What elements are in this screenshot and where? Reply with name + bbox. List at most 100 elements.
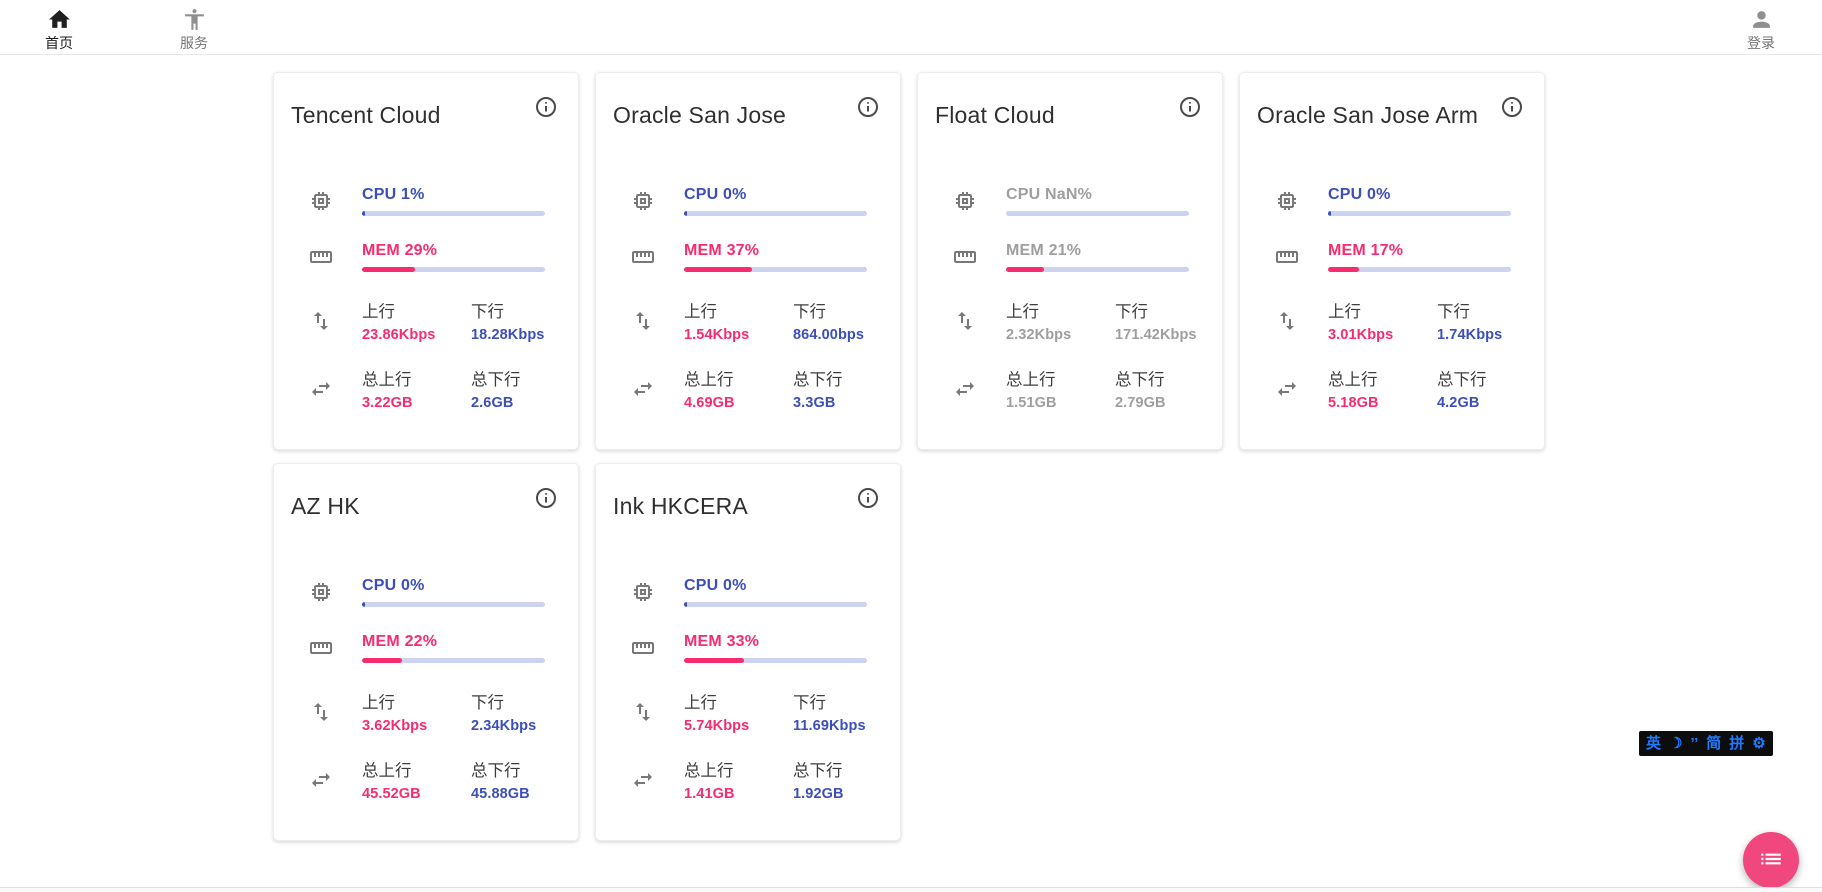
mem-progress-bar [362,267,545,272]
info-icon[interactable] [856,95,880,119]
download-speed: 下行 2.34Kbps [471,689,536,734]
cpu-row: CPU 0% [309,577,545,607]
total-upload-value: 1.51GB [1006,395,1057,411]
server-name: AZ HK [291,493,360,519]
ime-pinyin-icon[interactable]: 拼 [1729,735,1745,752]
info-icon[interactable] [1178,95,1202,119]
person-icon [1749,7,1774,32]
download-label: 下行 [793,694,826,712]
cpu-meter: CPU 0% [1328,186,1511,216]
nav-item-login[interactable]: 登录 [1730,7,1792,53]
download-label: 下行 [1115,303,1148,321]
upload-label: 上行 [1006,303,1039,321]
ime-settings-gear-icon[interactable]: ⚙ [1752,735,1766,752]
download-value: 864.00bps [793,327,865,343]
cpu-usage-text: CPU 0% [684,186,747,203]
ime-language-icon[interactable]: 英 [1646,735,1662,752]
server-card: Oracle San Jose Arm CPU 0% [1239,72,1545,450]
cpu-usage-text: CPU NaN% [1006,186,1093,203]
mem-row: MEM 22% [309,633,545,663]
download-speed: 下行 18.28Kbps [471,298,544,343]
total-download-value: 2.79GB [1115,395,1166,411]
mem-progress-fill [684,658,745,663]
download-speed: 下行 864.00bps [793,298,864,343]
footer-divider [0,887,1822,892]
mem-progress-bar [684,658,867,663]
download-label: 下行 [471,694,504,712]
total-cols: 总上行 4.69GB 总下行 3.3GB [684,366,867,411]
mem-row: MEM 21% [953,242,1189,272]
total-upload-label: 总上行 [362,762,412,780]
upload-label: 上行 [684,694,717,712]
upload-speed: 上行 3.62Kbps [362,689,471,734]
cpu-row: CPU 0% [631,186,867,216]
download-value: 2.34Kbps [471,718,537,734]
ime-punctuation-icon[interactable]: ’’ [1690,735,1699,752]
total-download: 总下行 3.3GB [793,366,843,411]
speed-row: 上行 1.54Kbps 下行 864.00bps [631,298,867,343]
info-icon[interactable] [856,486,880,510]
ime-moon-icon[interactable]: ☽ [1669,735,1683,752]
total-download-label: 总下行 [793,762,843,780]
info-icon[interactable] [534,95,558,119]
download-label: 下行 [793,303,826,321]
cpu-chip-icon [309,189,333,213]
mem-progress-fill [1328,267,1360,272]
mem-row: MEM 29% [309,242,545,272]
cpu-progress-bar [362,211,545,216]
total-traffic-row: 总上行 1.41GB 总下行 1.92GB [631,757,867,802]
swap-horizontal-icon [309,768,333,792]
updown-arrows-icon [631,700,655,724]
nav-item-home[interactable]: 首页 [28,7,90,53]
updown-arrows-icon [309,309,333,333]
ime-status-bar: 英 ☽ ’’ 简 拼 ⚙ [1639,731,1773,756]
total-download: 总下行 2.79GB [1115,366,1166,411]
updown-arrows-icon [953,309,977,333]
server-card-grid: Tencent Cloud CPU 1% [273,72,1565,841]
speed-row: 上行 5.74Kbps 下行 11.69Kbps [631,689,867,734]
total-upload: 总上行 45.52GB [362,757,471,802]
download-label: 下行 [1437,303,1470,321]
cpu-progress-fill [1328,211,1331,216]
cpu-row: CPU 1% [309,186,545,216]
info-icon[interactable] [534,486,558,510]
ime-simplified-icon[interactable]: 简 [1706,735,1722,752]
mem-meter: MEM 37% [684,242,867,272]
total-download-value: 45.88GB [471,786,530,802]
upload-label: 上行 [362,694,395,712]
mem-progress-fill [362,267,416,272]
mem-row: MEM 17% [1275,242,1511,272]
server-stats: CPU 0% MEM 22% [274,577,578,802]
mem-usage-text: MEM 17% [1328,242,1404,259]
cpu-progress-fill [362,211,365,216]
nav-item-services[interactable]: 服务 [163,7,225,53]
cpu-progress-fill [684,211,687,216]
cpu-progress-bar [684,211,867,216]
server-name: Oracle San Jose Arm [1257,102,1479,128]
upload-value: 1.54Kbps [684,327,750,343]
speed-cols: 上行 3.62Kbps 下行 2.34Kbps [362,689,545,734]
total-upload: 总上行 1.41GB [684,757,793,802]
mem-progress-fill [1006,267,1045,272]
total-download: 总下行 45.88GB [471,757,530,802]
upload-value: 2.32Kbps [1006,327,1072,343]
info-icon[interactable] [1500,95,1524,119]
swap-horizontal-icon [953,377,977,401]
total-download-value: 4.2GB [1437,395,1480,411]
home-icon [47,7,72,32]
download-speed: 下行 1.74Kbps [1437,298,1502,343]
cpu-row: CPU 0% [631,577,867,607]
total-upload-label: 总上行 [1006,371,1056,389]
server-list-fab-button[interactable] [1743,832,1799,888]
speed-cols: 上行 1.54Kbps 下行 864.00bps [684,298,867,343]
nav-home-label: 首页 [45,35,73,51]
total-download-label: 总下行 [471,371,521,389]
mem-usage-text: MEM 21% [1006,242,1082,259]
speed-row: 上行 3.62Kbps 下行 2.34Kbps [309,689,545,734]
nav-login-label: 登录 [1747,35,1775,51]
memory-ruler-icon [309,636,333,660]
cpu-progress-bar [1328,211,1511,216]
cpu-usage-text: CPU 1% [362,186,425,203]
total-upload-value: 45.52GB [362,786,421,802]
download-label: 下行 [471,303,504,321]
